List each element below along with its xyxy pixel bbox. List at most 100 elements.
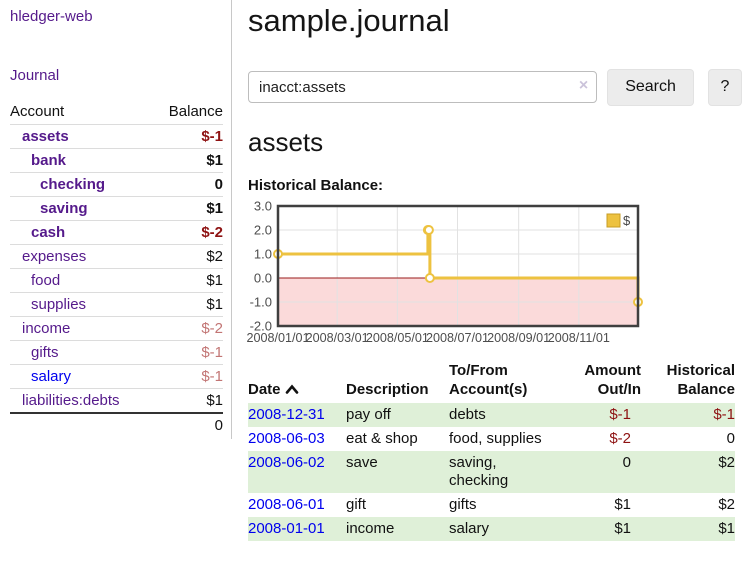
register-amount-cell: $-2 bbox=[609, 430, 631, 447]
register-col-amount[interactable]: Amount Out/In bbox=[560, 361, 641, 403]
x-axis-tick-label: 2008/01/01 bbox=[246, 331, 309, 345]
register-col-description[interactable]: Description bbox=[346, 361, 449, 403]
account-row: food $1 bbox=[10, 268, 223, 293]
account-row: salary $-1 bbox=[10, 364, 223, 389]
sidebar-account-link[interactable]: saving bbox=[40, 200, 88, 217]
account-name-cell: bank bbox=[10, 149, 152, 173]
account-balance: $-1 bbox=[201, 128, 223, 145]
accounts-table: Account Balance assets $-1 bank $1 checking 0… bbox=[10, 100, 223, 437]
account-name-cell: assets bbox=[10, 125, 152, 149]
sidebar-account-link[interactable]: food bbox=[31, 272, 61, 289]
accounts-total-balance: 0 bbox=[214, 417, 223, 434]
account-name-cell: food bbox=[10, 269, 152, 293]
clear-search-icon[interactable]: × bbox=[578, 77, 589, 94]
account-name-cell: expenses bbox=[10, 245, 152, 269]
account-row: checking 0 bbox=[10, 172, 223, 197]
account-balance: $1 bbox=[206, 152, 223, 169]
transaction-date-link[interactable]: 2008-06-01 bbox=[248, 496, 325, 513]
sidebar-account-link[interactable]: expenses bbox=[22, 248, 87, 265]
register-col-label: Date bbox=[248, 380, 346, 399]
register-amount-cell: $1 bbox=[614, 496, 631, 513]
sidebar-account-link[interactable]: income bbox=[22, 320, 71, 337]
register-row: 2008-06-01 gift gifts $1 $2 bbox=[248, 493, 735, 517]
search-form: × Search ? bbox=[248, 68, 742, 106]
account-name-cell: supplies bbox=[10, 293, 152, 317]
register-date-cell: 2008-06-03 bbox=[248, 427, 346, 451]
account-row: liabilities:debts $1 bbox=[10, 388, 223, 414]
register-date-cell: 2008-06-02 bbox=[248, 451, 346, 493]
transaction-date-link[interactable]: 2008-12-31 bbox=[248, 406, 325, 423]
register-balance-cell: 0 bbox=[726, 430, 735, 447]
sidebar-account-link[interactable]: liabilities:debts bbox=[22, 392, 120, 409]
register-description-cell: gift bbox=[346, 496, 367, 513]
x-axis-tick-label: 2008/03/01 bbox=[306, 331, 369, 345]
account-balance: $1 bbox=[206, 392, 223, 409]
register-col-label-line2: Out/In bbox=[597, 381, 641, 398]
register-col-label: Description bbox=[346, 381, 429, 398]
sidebar-item-journal[interactable]: Journal bbox=[10, 67, 60, 84]
register-accounts-cell: gifts bbox=[449, 496, 477, 513]
account-balance: $1 bbox=[206, 272, 223, 289]
sidebar-account-link[interactable]: bank bbox=[31, 152, 67, 169]
register-amount-cell: $1 bbox=[614, 520, 631, 537]
register-balance-cell: $1 bbox=[718, 520, 735, 537]
accounts-total-spacer bbox=[10, 413, 152, 437]
y-axis-tick-label: 2.0 bbox=[254, 223, 272, 238]
account-name-cell: saving bbox=[10, 197, 152, 221]
y-axis-tick-label: 0.0 bbox=[254, 271, 272, 286]
register-row: 2008-12-31 pay off debts $-1 $-1 bbox=[248, 403, 735, 427]
account-row: assets $-1 bbox=[10, 124, 223, 149]
account-balance: 0 bbox=[214, 176, 223, 193]
account-balance: $2 bbox=[206, 248, 223, 265]
register-row: 2008-06-03 eat & shop food, supplies $-2 0 bbox=[248, 427, 735, 451]
search-box: × bbox=[248, 71, 598, 103]
transaction-date-link[interactable]: 2008-01-01 bbox=[248, 520, 325, 537]
account-name-cell: liabilities:debts bbox=[10, 389, 152, 414]
help-button[interactable]: ? bbox=[707, 68, 742, 106]
sidebar-account-link[interactable]: assets bbox=[22, 128, 69, 145]
account-row: income $-2 bbox=[10, 316, 223, 341]
accounts-col-balance: Balance bbox=[168, 103, 223, 120]
sidebar-account-link[interactable]: cash bbox=[31, 224, 66, 241]
transaction-date-link[interactable]: 2008-06-03 bbox=[248, 430, 325, 447]
register-col-historical[interactable]: Historical Balance bbox=[641, 361, 735, 403]
x-axis-tick-label: 2008/05/01 bbox=[366, 331, 429, 345]
historical-balance-chart[interactable]: $3.0 2.0 1.0 0.0 -1.0 -2.0 2008/01/01 2008/03/0… bbox=[246, 199, 742, 348]
sidebar-account-link[interactable]: supplies bbox=[31, 296, 87, 313]
account-row: cash $-2 bbox=[10, 220, 223, 245]
search-button[interactable]: Search bbox=[607, 68, 694, 106]
register-col-tofrom[interactable]: To/From Account(s) bbox=[449, 361, 560, 403]
register-accounts-cell: salary bbox=[449, 520, 490, 537]
x-axis-tick-label: 2008/09/01 bbox=[487, 331, 550, 345]
data-point-marker bbox=[423, 225, 434, 235]
x-axis-tick-label: 2008/11/01 bbox=[548, 331, 610, 345]
accounts-total-row: 0 bbox=[10, 413, 223, 437]
register-accounts-cell: debts bbox=[449, 406, 486, 423]
search-input[interactable] bbox=[248, 71, 598, 103]
data-point-marker bbox=[424, 273, 435, 283]
account-row: gifts $-1 bbox=[10, 340, 223, 365]
account-name-cell: salary bbox=[10, 365, 152, 389]
account-balance: $1 bbox=[206, 296, 223, 313]
brand-link[interactable]: hledger-web bbox=[10, 8, 93, 25]
register-date-cell: 2008-12-31 bbox=[248, 403, 346, 427]
register-col-label: To/From bbox=[449, 362, 508, 379]
register-col-date[interactable]: Date bbox=[248, 361, 346, 403]
sidebar-account-link[interactable]: salary bbox=[31, 368, 72, 385]
transaction-date-link[interactable]: 2008-06-02 bbox=[248, 454, 325, 471]
sort-asc-icon bbox=[285, 380, 299, 399]
legend-label: $ bbox=[623, 213, 631, 228]
x-axis-tick-label: 2008/07/01 bbox=[426, 331, 489, 345]
register-balance-cell: $-1 bbox=[713, 406, 735, 423]
register-col-label: Amount bbox=[584, 362, 641, 379]
account-name-cell: checking bbox=[10, 173, 152, 197]
sidebar-account-link[interactable]: gifts bbox=[31, 344, 59, 361]
y-axis-tick-label: -1.0 bbox=[250, 295, 272, 310]
register-row: 2008-01-01 income salary $1 $1 bbox=[248, 517, 735, 541]
sidebar-account-link[interactable]: checking bbox=[40, 176, 106, 193]
accounts-col-account: Account bbox=[10, 103, 65, 120]
register-table: Date Description To/From Account(s) Amount Ou… bbox=[248, 361, 735, 541]
main-content: sample.journal × Search ? assets Histori… bbox=[246, 0, 742, 541]
register-description-cell: eat & shop bbox=[346, 430, 418, 447]
account-row: expenses $2 bbox=[10, 244, 223, 269]
